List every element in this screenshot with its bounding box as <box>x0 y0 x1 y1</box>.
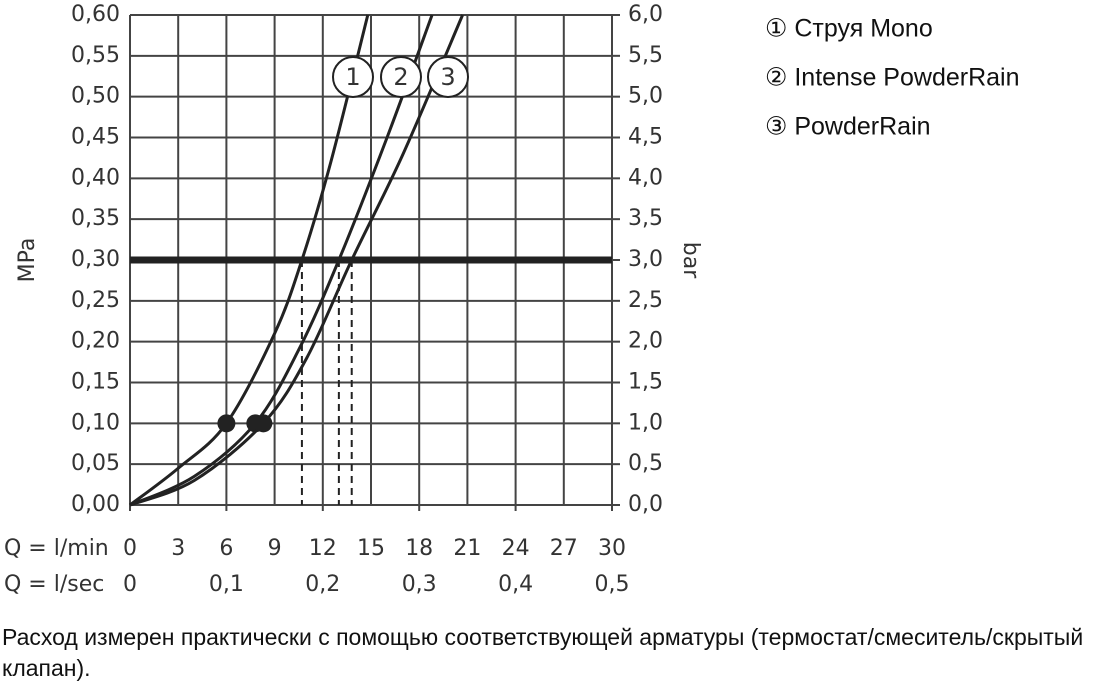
x-tick-label: 15 <box>357 536 385 561</box>
x2-tick-label: 0,5 <box>595 572 630 597</box>
x-tick-label: 30 <box>598 536 626 561</box>
y-tick-label: 0,35 <box>71 206 120 231</box>
y2-tick-label: 1,5 <box>628 370 663 395</box>
x2-tick-label: 0 <box>123 572 137 597</box>
y2-tick-label: 4,5 <box>628 125 663 150</box>
legend-entry: ① Струя Mono <box>765 15 933 43</box>
curve-label: 2 <box>393 63 408 91</box>
x-tick-label: 12 <box>309 536 337 561</box>
y2-tick-label: 3,5 <box>628 206 663 231</box>
y-tick-label: 0,25 <box>71 288 120 313</box>
x-tick-label: 18 <box>405 536 433 561</box>
curve-label-circle <box>332 56 374 98</box>
x-tick-label: 0 <box>123 536 137 561</box>
x2-axis-label: Q = l/sec <box>4 572 104 597</box>
y-tick-label: 0,40 <box>71 165 120 190</box>
x-tick-label: 9 <box>268 536 282 561</box>
y2-tick-label: 0,0 <box>628 492 663 517</box>
y-tick-label: 0,30 <box>71 247 120 272</box>
y-tick-label: 0,15 <box>71 370 120 395</box>
curve-label: 3 <box>440 63 455 91</box>
y2-tick-label: 5,5 <box>628 43 663 68</box>
x2-tick-label: 0,2 <box>305 572 340 597</box>
y-axis-label: MPa <box>15 238 40 283</box>
y-tick-label: 0,05 <box>71 451 120 476</box>
y2-tick-label: 2,0 <box>628 329 663 354</box>
y-tick-label: 0,50 <box>71 84 120 109</box>
y2-tick-label: 0,5 <box>628 451 663 476</box>
y2-tick-label: 4,0 <box>628 165 663 190</box>
series-line <box>129 14 370 507</box>
y-tick-label: 0,00 <box>71 492 120 517</box>
x-tick-label: 27 <box>550 536 578 561</box>
series-line <box>129 14 434 507</box>
note: Расход измерен практически с помощью соо… <box>2 624 1084 681</box>
y2-tick-label: 3,0 <box>628 247 663 272</box>
x-tick-label: 24 <box>502 536 530 561</box>
x2-tick-label: 0,3 <box>402 572 437 597</box>
y-tick-label: 0,45 <box>71 125 120 150</box>
curve-label-circle <box>427 56 469 98</box>
curve-label-circle <box>380 56 422 98</box>
x2-tick-label: 0,4 <box>498 572 533 597</box>
y-tick-label: 0,55 <box>71 43 120 68</box>
y-tick-label: 0,10 <box>71 410 120 435</box>
y2-tick-label: 2,5 <box>628 288 663 313</box>
curve-label: 1 <box>345 63 360 91</box>
x-tick-label: 21 <box>453 536 481 561</box>
x2-tick-label: 0,1 <box>209 572 244 597</box>
y2-axis-label: bar <box>678 242 703 279</box>
y2-tick-label: 5,0 <box>628 84 663 109</box>
legend-entry: ③ PowderRain <box>765 113 931 141</box>
x-tick-label: 6 <box>219 536 233 561</box>
point-marker <box>254 414 273 433</box>
legend-entry: ② Intense PowderRain <box>765 64 1020 92</box>
series-line <box>129 14 464 507</box>
x-tick-label: 3 <box>171 536 185 561</box>
chart: MPa bar Q = l/min Q = l/sec 0,000,050,10… <box>4 2 1020 597</box>
y2-tick-label: 6,0 <box>628 2 663 27</box>
y-tick-label: 0,60 <box>71 2 120 27</box>
y2-tick-label: 1,0 <box>628 410 663 435</box>
x-axis-label: Q = l/min <box>4 536 109 561</box>
y-tick-label: 0,20 <box>71 329 120 354</box>
point-marker <box>217 414 236 433</box>
